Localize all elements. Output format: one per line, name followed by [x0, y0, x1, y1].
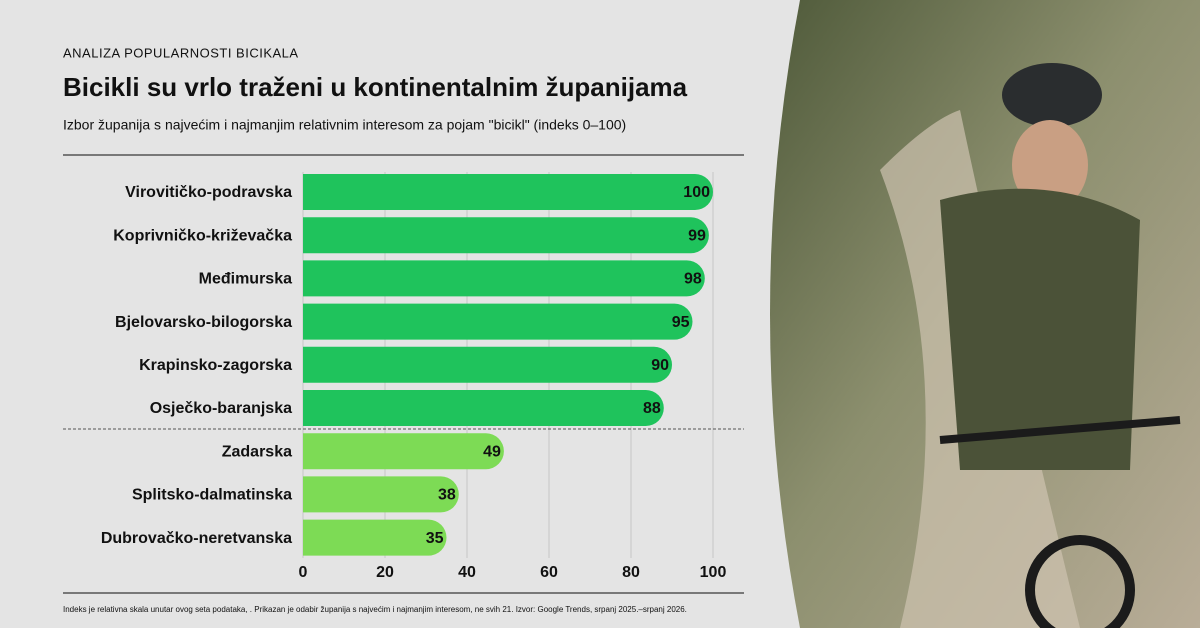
photo: [770, 0, 1200, 628]
category-label: Splitsko-dalmatinska: [132, 487, 292, 504]
value-label: 95: [672, 314, 690, 331]
x-tick-label: 100: [700, 564, 727, 581]
bar: [303, 260, 705, 297]
category-label: Dubrovačko-neretvanska: [101, 530, 292, 547]
category-label: Međimurska: [199, 271, 292, 288]
value-label: 99: [688, 227, 706, 244]
footnote: Indeks je relativna skala unutar ovog se…: [63, 605, 687, 614]
chart-title: Bicikli su vrlo traženi u kontinentalnim…: [63, 72, 688, 102]
bars: 100 Virovitičko-podravska 99 Koprivničko-kr…: [101, 174, 713, 556]
bar: [303, 303, 693, 340]
x-tick-label: 0: [299, 564, 308, 581]
value-label: 100: [683, 184, 710, 201]
value-label: 98: [684, 271, 702, 288]
bar: [303, 519, 447, 556]
x-tick-label: 60: [540, 564, 558, 581]
category-label: Zadarska: [222, 443, 292, 460]
bar: [303, 476, 459, 513]
x-tick-label: 20: [376, 564, 394, 581]
bar: [303, 433, 504, 470]
kicker: ANALIZA POPULARNOSTI BICIKALA: [63, 45, 299, 60]
category-label: Virovitičko-podravska: [125, 184, 292, 201]
subtitle: Izbor županija s najvećim i najmanjim re…: [63, 117, 626, 133]
bar: [303, 217, 709, 254]
value-label: 49: [483, 443, 501, 460]
x-tick-label: 80: [622, 564, 640, 581]
bar: [303, 174, 713, 210]
category-label: Koprivničko-križevačka: [113, 227, 292, 244]
x-tick-label: 40: [458, 564, 476, 581]
value-label: 38: [438, 487, 456, 504]
value-label: 88: [643, 400, 661, 417]
value-label: 90: [651, 357, 669, 374]
bar: [303, 390, 664, 426]
category-label: Krapinsko-zagorska: [139, 357, 292, 374]
bar: [303, 346, 672, 383]
category-label: Osječko-baranjska: [150, 400, 292, 417]
value-label: 35: [426, 530, 444, 547]
category-label: Bjelovarsko-bilogorska: [115, 314, 292, 331]
